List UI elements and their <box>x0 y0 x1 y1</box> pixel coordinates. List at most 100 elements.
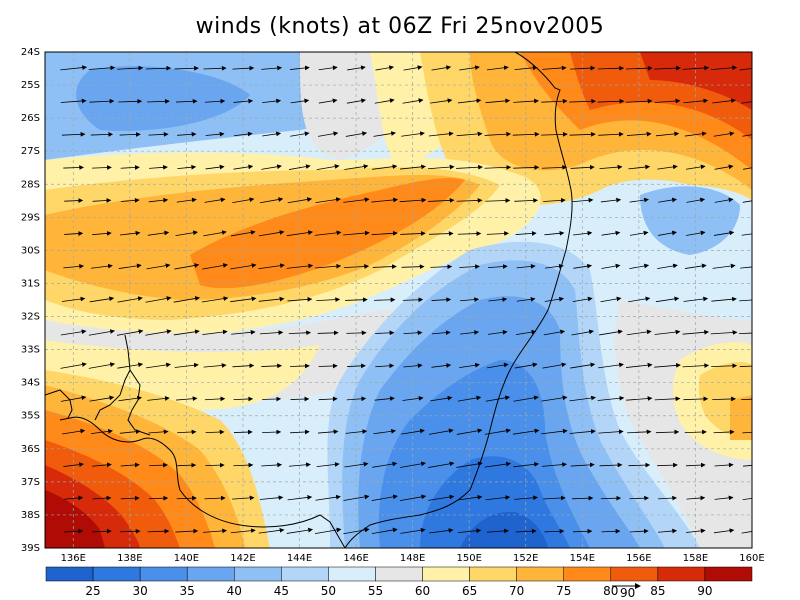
colorbar <box>45 566 753 582</box>
wind-vector <box>629 197 649 203</box>
wind-vector <box>428 461 455 468</box>
wind-vector <box>345 429 368 434</box>
wind-vector <box>205 462 225 468</box>
latitude-label: 28S <box>21 179 40 190</box>
wind-vector <box>232 495 255 501</box>
wind-vector <box>261 65 282 71</box>
wind-vector <box>203 230 227 237</box>
wind-vector <box>686 495 706 501</box>
wind-vector <box>626 329 652 336</box>
wind-vector <box>204 98 226 104</box>
wind-vector <box>658 230 677 236</box>
wind-vector <box>543 197 566 203</box>
wind-vector <box>117 296 143 303</box>
wind-vector <box>629 495 650 501</box>
wind-vector <box>314 230 342 236</box>
wind-vector <box>60 329 87 336</box>
wind-vector <box>431 330 451 336</box>
wind-vector <box>484 131 512 137</box>
wind-vector <box>146 263 171 270</box>
wind-vector <box>262 98 282 104</box>
colorbar-label: 85 <box>650 584 665 598</box>
wind-vector <box>317 330 339 336</box>
wind-vector <box>628 296 651 303</box>
wind-vector <box>372 164 398 170</box>
wind-vector <box>315 562 340 566</box>
wind-vector <box>430 98 453 104</box>
wind-vector <box>205 429 225 435</box>
colorbar-labels: 25 30 35 40 45 50 55 60 65 70 75 80 85 90 <box>85 584 712 598</box>
wind-vector <box>456 198 483 203</box>
wind-vector <box>739 299 752 302</box>
wind-vector <box>204 396 226 402</box>
colorbar-label: 90 <box>697 584 712 598</box>
wind-vector <box>316 462 340 468</box>
wind-vector <box>145 329 172 336</box>
wind-vector <box>147 98 170 104</box>
wind-vector <box>600 296 622 303</box>
coastline <box>45 52 573 548</box>
wind-vector <box>403 330 423 336</box>
wind-vector <box>743 167 752 170</box>
wind-vector <box>599 462 623 468</box>
wind-vector <box>346 330 367 336</box>
wind-vector <box>654 329 681 335</box>
wind-vector <box>626 98 653 104</box>
wind-vector <box>117 65 144 71</box>
wind-vector <box>713 563 735 567</box>
wind-vector <box>714 462 734 468</box>
colorbar-swatch <box>375 566 423 582</box>
longitude-label: 158E <box>683 553 708 564</box>
colorbar-swatch <box>610 566 659 582</box>
wind-vector <box>203 528 228 534</box>
wind-vector <box>290 396 310 402</box>
wind-vector <box>373 563 396 566</box>
wind-vector <box>741 233 752 236</box>
wind-vector <box>401 131 425 137</box>
wind-vector <box>373 428 397 435</box>
wind-vector <box>544 528 565 534</box>
wind-vector <box>572 296 593 303</box>
wind-vector <box>230 263 257 270</box>
wind-vector <box>486 528 509 534</box>
wind-vector <box>655 429 680 435</box>
wind-vector <box>205 164 225 170</box>
wind-vector <box>513 165 540 170</box>
wind-vector <box>289 164 311 170</box>
wind-vector <box>233 98 254 104</box>
longitude-label: 142E <box>230 553 255 564</box>
latitude-label: 35S <box>21 411 40 422</box>
wind-vector <box>456 164 483 170</box>
wind-vector <box>742 134 752 137</box>
longitude-label: 144E <box>287 553 312 564</box>
wind-vector <box>484 461 512 468</box>
wind-vector <box>654 363 681 368</box>
wind-vector <box>488 564 507 565</box>
colorbar-swatch <box>45 566 94 582</box>
wind-vector <box>120 197 140 203</box>
wind-vector <box>232 363 255 369</box>
wind-vector <box>683 396 709 402</box>
wind-vector <box>486 231 509 236</box>
wind-vector <box>601 564 619 565</box>
wind-vector <box>92 462 112 468</box>
wind-vector <box>290 429 310 435</box>
colorbar-label: 25 <box>85 584 100 598</box>
colorbar-swatch <box>139 566 188 582</box>
wind-vector <box>402 297 424 303</box>
wind-vector <box>118 263 142 269</box>
wind-vector <box>460 330 480 335</box>
wind-vector <box>344 164 369 170</box>
wind-vector <box>231 329 256 335</box>
wind-vector <box>515 329 537 336</box>
wind-vector <box>316 297 341 302</box>
wind-vector <box>742 200 752 203</box>
wind-vector <box>569 395 596 402</box>
wind-vector <box>573 564 591 565</box>
colorbar-swatch <box>234 566 282 582</box>
wind-vector <box>201 296 229 303</box>
wind-vector <box>318 98 338 104</box>
wind-vector <box>486 65 509 71</box>
wind-vector <box>597 362 624 369</box>
